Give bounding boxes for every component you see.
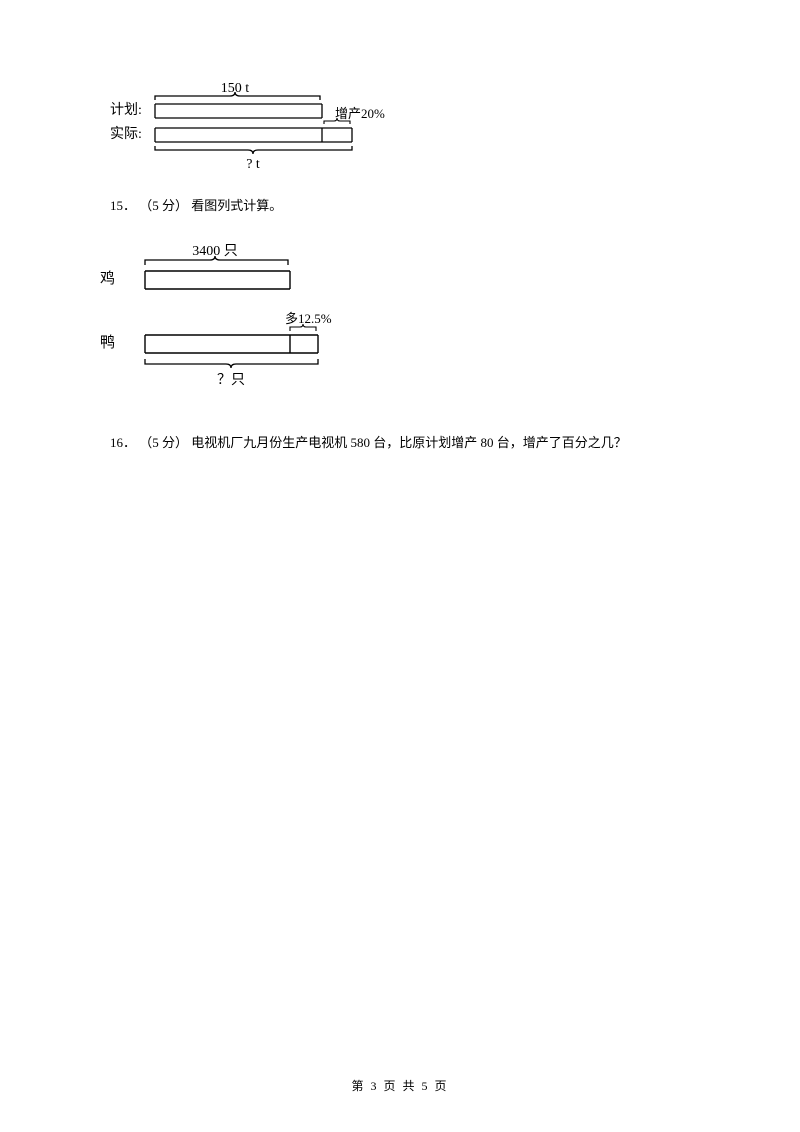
d1-plan-label: 计划: bbox=[110, 102, 142, 118]
q16-number: 16． bbox=[110, 435, 136, 450]
q16-points: （5 分） bbox=[139, 435, 188, 450]
d1-actual-label: 实际: bbox=[110, 126, 142, 142]
d2-more-label: 多12.5% bbox=[285, 311, 332, 326]
diagram-plan-actual: 150 t 计划: 增产20% 实际: ? t bbox=[110, 80, 710, 170]
q15-points: （5 分） bbox=[139, 198, 188, 213]
question-16: 16． （5 分） 电视机厂九月份生产电视机 580 台，比原计划增产 80 台… bbox=[110, 431, 710, 454]
d2-chicken-label: 鸡 bbox=[100, 270, 115, 287]
diagram-chicken-duck: 3400 只 鸡 多12.5% 鸭 ？只 bbox=[90, 241, 710, 401]
q15-text: 看图列式计算。 bbox=[191, 198, 282, 213]
d1-bottom-label: ? t bbox=[246, 157, 260, 172]
d1-increase-label: 增产20% bbox=[335, 106, 385, 121]
page-footer: 第 3 页 共 5 页 bbox=[0, 1077, 800, 1094]
d2-duck-label: 鸭 bbox=[100, 334, 115, 351]
d2-bottom-label: ？只 bbox=[217, 373, 245, 388]
q16-text: 电视机厂九月份生产电视机 580 台，比原计划增产 80 台，增产了百分之几？ bbox=[191, 435, 627, 450]
question-15: 15． （5 分） 看图列式计算。 bbox=[110, 194, 710, 217]
footer-text: 第 3 页 共 5 页 bbox=[351, 1079, 448, 1093]
q15-number: 15． bbox=[110, 198, 136, 213]
